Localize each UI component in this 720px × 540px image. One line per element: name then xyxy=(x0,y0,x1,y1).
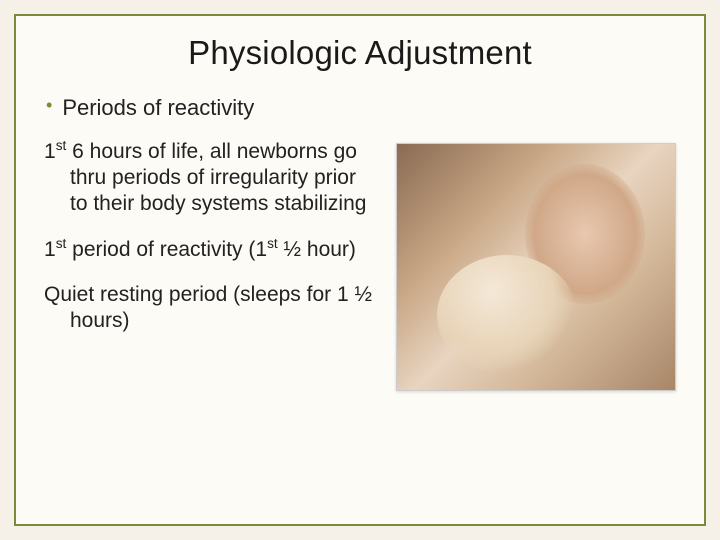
bullet-marker: • xyxy=(46,94,52,117)
slide-title: Physiologic Adjustment xyxy=(44,34,676,72)
paragraph-3: Quiet resting period (sleeps for 1 ½ hou… xyxy=(44,282,379,335)
text-column: 1st 6 hours of life, all newborns go thr… xyxy=(44,137,379,391)
image-column xyxy=(389,137,676,391)
bullet-item: • Periods of reactivity xyxy=(44,94,676,123)
content-row: 1st 6 hours of life, all newborns go thr… xyxy=(44,137,676,391)
slide-frame: Physiologic Adjustment • Periods of reac… xyxy=(14,14,706,526)
mother-baby-photo xyxy=(396,143,676,391)
paragraph-1: 1st 6 hours of life, all newborns go thr… xyxy=(44,137,379,218)
bullet-text: Periods of reactivity xyxy=(62,94,254,123)
paragraph-2: 1st period of reactivity (1st ½ hour) xyxy=(44,235,379,263)
